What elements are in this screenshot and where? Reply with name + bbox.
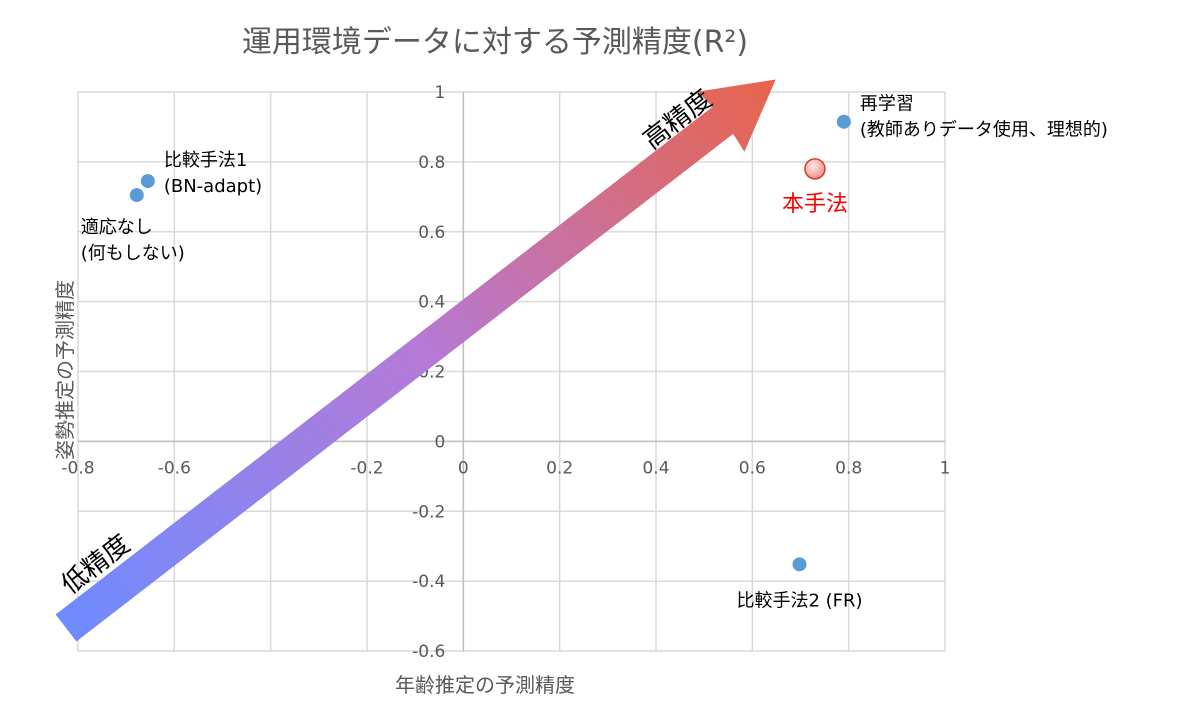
point-proposed (804, 158, 826, 180)
y-tick-label: 0 (435, 432, 446, 452)
point-comparison-1 (140, 174, 155, 189)
x-tick-label: -0.2 (350, 458, 383, 478)
point-label-no-adaptation: (何もしない) (81, 243, 185, 264)
point-retrain (836, 114, 851, 129)
y-tick-label: -0.6 (412, 642, 445, 662)
x-tick-label: 1 (940, 458, 951, 478)
data-points: 再学習 (教師ありデータ使用、理想的) 本手法 比較手法1 (BN-adapt) 適応なし… (81, 94, 1108, 612)
x-tick-label: 0.4 (642, 458, 669, 478)
y-tick-label: 1 (435, 83, 446, 103)
x-tick-label: 0.8 (835, 458, 862, 478)
x-tick-label: 0 (458, 458, 469, 478)
axes (78, 92, 945, 651)
chart-title: 運用環境データに対する予測精度(R²) (242, 25, 748, 60)
y-tick-label: -0.4 (412, 572, 445, 592)
point-label-proposed: 本手法 (782, 192, 848, 217)
y-axis-title: 姿勢推定の予測精度 (53, 280, 77, 460)
x-tick-label: 0.2 (546, 458, 573, 478)
point-label-no-adaptation: 適応なし (81, 217, 153, 238)
point-label-comparison-2: 比較手法2 (FR) (736, 590, 862, 611)
point-comparison-2 (792, 557, 807, 572)
point-label-retrain: 再学習 (860, 94, 914, 115)
y-tick-label: -0.2 (412, 502, 445, 522)
x-axis-title: 年齢推定の予測精度 (395, 673, 575, 697)
point-label-comparison-1: (BN-adapt) (164, 176, 262, 197)
y-tick-label: 0.4 (418, 293, 445, 313)
y-tick-label: 0.8 (418, 153, 445, 173)
y-tick-label: 0.6 (418, 223, 445, 243)
point-label-retrain: (教師ありデータ使用、理想的) (860, 120, 1108, 141)
x-tick-label: -0.8 (61, 458, 94, 478)
arrow-shape (55, 79, 776, 642)
point-label-comparison-1: 比較手法1 (164, 150, 247, 171)
x-tick-label: 0.6 (739, 458, 766, 478)
accuracy-arrow (55, 79, 776, 642)
x-tick-label: -0.6 (158, 458, 191, 478)
point-no-adaptation (129, 188, 144, 203)
